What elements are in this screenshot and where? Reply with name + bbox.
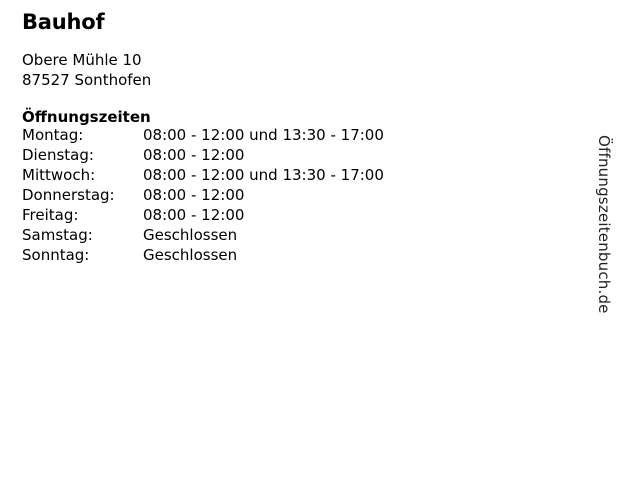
- day-hours: 08:00 - 12:00 und 13:30 - 17:00: [143, 126, 384, 144]
- day-hours: 08:00 - 12:00: [143, 206, 245, 224]
- address-block: Obere Mühle 10 87527 Sonthofen: [22, 33, 582, 90]
- opening-hours-table: Montag: 08:00 - 12:00 und 13:30 - 17:00 …: [22, 125, 384, 265]
- day-label: Dienstag:: [22, 146, 94, 164]
- opening-hours-heading: Öffnungszeiten: [22, 108, 151, 126]
- day-label: Mittwoch:: [22, 166, 96, 184]
- table-row: Samstag: Geschlossen: [22, 225, 384, 245]
- opening-hours-table-body: Montag: 08:00 - 12:00 und 13:30 - 17:00 …: [22, 125, 384, 265]
- content-column: Bauhof Obere Mühle 10 87527 Sonthofen Öf…: [22, 0, 582, 265]
- table-row: Freitag: 08:00 - 12:00: [22, 205, 384, 225]
- day-label: Sonntag:: [22, 246, 90, 264]
- day-hours: Geschlossen: [143, 226, 238, 244]
- site-watermark: Öffnungszeitenbuch.de: [595, 135, 613, 314]
- address-street: Obere Mühle 10: [22, 51, 142, 69]
- page-title: Bauhof: [22, 10, 105, 34]
- table-row: Montag: 08:00 - 12:00 und 13:30 - 17:00: [22, 125, 384, 145]
- day-label: Montag:: [22, 126, 84, 144]
- day-hours: Geschlossen: [143, 246, 238, 264]
- table-row: Sonntag: Geschlossen: [22, 245, 384, 265]
- day-label: Samstag:: [22, 226, 93, 244]
- day-hours: 08:00 - 12:00 und 13:30 - 17:00: [143, 166, 384, 184]
- address-city: 87527 Sonthofen: [22, 71, 152, 89]
- table-row: Dienstag: 08:00 - 12:00: [22, 145, 384, 165]
- day-label: Donnerstag:: [22, 186, 115, 204]
- day-hours: 08:00 - 12:00: [143, 146, 245, 164]
- table-row: Donnerstag: 08:00 - 12:00: [22, 185, 384, 205]
- table-row: Mittwoch: 08:00 - 12:00 und 13:30 - 17:0…: [22, 165, 384, 185]
- day-hours: 08:00 - 12:00: [143, 186, 245, 204]
- day-label: Freitag:: [22, 206, 79, 224]
